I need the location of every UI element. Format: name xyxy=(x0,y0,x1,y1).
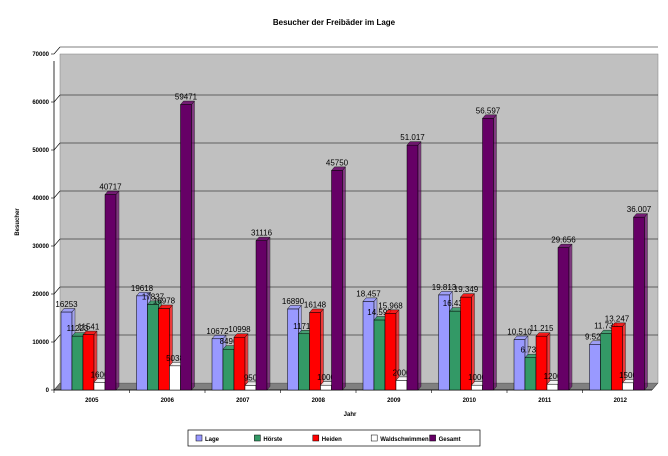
data-label: 16890 xyxy=(282,297,305,306)
x-tick-label: 2006 xyxy=(161,398,175,404)
x-axis-label: Jahr xyxy=(344,412,357,418)
legend-label: Hörste xyxy=(263,437,283,443)
data-label: 19.349 xyxy=(454,285,479,294)
legend-swatch xyxy=(195,434,203,442)
grid-diag xyxy=(53,94,61,103)
bar xyxy=(535,331,551,391)
data-label: 1000 xyxy=(468,373,486,382)
x-tick-label: 2007 xyxy=(236,398,250,404)
data-label: 14.592 xyxy=(367,308,392,317)
grid-diag xyxy=(53,238,61,247)
legend-label: Heiden xyxy=(322,437,342,443)
data-label: 10672 xyxy=(206,327,229,336)
legend-label: Gesamt xyxy=(439,437,461,443)
bar xyxy=(384,309,400,391)
y-tick-label: 30000 xyxy=(32,244,49,250)
legend-swatch xyxy=(429,434,436,442)
x-tick-label: 2009 xyxy=(387,398,401,404)
grid-diag xyxy=(53,142,61,151)
legend-label: Waldschwimmen xyxy=(380,437,429,443)
y-tick-label: 70000 xyxy=(32,52,49,58)
data-label: 51.017 xyxy=(400,133,425,142)
grid-diag xyxy=(53,286,61,295)
bar xyxy=(255,236,271,391)
bar xyxy=(481,114,498,391)
data-label: 11541 xyxy=(78,323,100,332)
grid-diag xyxy=(53,46,61,55)
data-label: 5038 xyxy=(166,354,184,363)
x-tick-label: 2008 xyxy=(312,398,326,404)
data-label: 9.522 xyxy=(585,332,606,341)
data-label: 56.597 xyxy=(476,106,501,115)
data-label: 59471 xyxy=(175,93,198,102)
legend-swatch xyxy=(312,434,320,442)
x-tick-label: 2005 xyxy=(85,398,99,404)
data-label: 11.215 xyxy=(530,324,554,333)
data-label: 19.813 xyxy=(432,283,457,292)
bar xyxy=(632,212,649,391)
x-tick-label: 2011 xyxy=(538,398,552,404)
data-label: 16253 xyxy=(55,300,78,309)
data-label: 1500 xyxy=(619,371,637,380)
grid-diag xyxy=(53,190,61,199)
legend-item: Hörste xyxy=(254,434,283,443)
y-tick-label: 10000 xyxy=(32,340,49,346)
grid-diag xyxy=(53,334,61,343)
data-label: 31116 xyxy=(251,229,273,238)
bar xyxy=(179,100,196,391)
data-label: 10998 xyxy=(228,325,251,334)
data-label: 950 xyxy=(244,373,258,382)
x-tick-label: 2012 xyxy=(614,398,628,404)
data-label: 16.435 xyxy=(443,299,468,308)
legend-item: Heiden xyxy=(312,434,342,443)
data-label: 17837 xyxy=(142,292,165,301)
data-label: 10.510 xyxy=(507,328,532,337)
data-label: 13.247 xyxy=(605,314,630,323)
x-tick-label: 2010 xyxy=(463,398,477,404)
data-label: 16148 xyxy=(304,300,327,309)
legend-item: Waldschwimmen xyxy=(370,434,429,443)
bar xyxy=(406,140,422,391)
plot-area: 0 10000 20000 30000 40000 50000 60000 70000 2005… xyxy=(32,46,659,404)
data-label: 1600 xyxy=(91,370,109,379)
bar xyxy=(610,322,627,391)
legend: Lage Hörste Heiden Waldschwimmen Gesamt xyxy=(187,429,481,447)
data-label: 2000 xyxy=(393,368,411,377)
bar xyxy=(104,190,120,391)
y-tick-label: 0 xyxy=(46,388,50,394)
legend-swatch xyxy=(254,434,261,442)
legend-swatch xyxy=(370,434,378,442)
y-tick-label: 20000 xyxy=(32,292,49,298)
legend-item: Gesamt xyxy=(429,434,461,443)
data-label: 45750 xyxy=(326,158,349,167)
data-label: 1000 xyxy=(317,373,335,382)
data-label: 15.968 xyxy=(378,301,403,310)
data-label: 11717 xyxy=(293,322,315,331)
data-label: 16978 xyxy=(153,297,176,306)
data-label: 8496 xyxy=(220,337,238,346)
y-tick-label: 50000 xyxy=(32,148,49,154)
bar xyxy=(330,166,347,391)
data-label: 40717 xyxy=(99,183,122,192)
data-label: 19618 xyxy=(131,284,154,293)
data-label: 36.007 xyxy=(627,205,652,214)
legend-label: Lage xyxy=(205,437,220,443)
data-label: 1200 xyxy=(544,372,562,381)
data-label: 29.656 xyxy=(551,236,576,245)
legend-box xyxy=(187,429,481,447)
legend-item: Lage xyxy=(195,434,220,443)
y-tick-label: 60000 xyxy=(32,100,49,106)
data-label: 11223 xyxy=(67,324,89,333)
y-axis-label: Besucher xyxy=(15,208,21,236)
chart-title: Besucher der Freibäder im Lage xyxy=(273,18,396,27)
data-label: 11.736 xyxy=(594,322,618,331)
bar xyxy=(557,243,573,391)
data-label: 18.457 xyxy=(356,289,381,298)
y-tick-label: 40000 xyxy=(32,196,49,202)
data-label: 6.731 xyxy=(520,346,541,355)
